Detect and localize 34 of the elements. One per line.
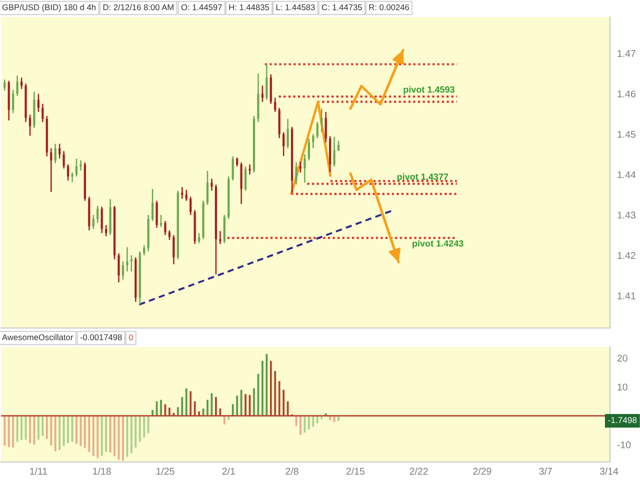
x-tick-label: 2/8: [286, 468, 298, 475]
text: O: 1.44597: [181, 4, 222, 10]
x-tick-label: 3/14: [600, 468, 618, 475]
text: D: 2/12/16 8:00 AM: [103, 4, 174, 10]
y-tick-label: 10: [618, 384, 628, 390]
y-tick-label: 20: [617, 354, 628, 362]
y-tick-label: 1.44: [618, 171, 636, 178]
text: H: 1.44835: [229, 4, 270, 10]
chart-title: GBP/USD (BID) 180 d 4h: [2, 4, 96, 12]
x-tick-label: 2/22: [410, 468, 428, 475]
chart-subtitle: -0.0017498: [80, 334, 122, 340]
text: L: 1.44583: [276, 4, 315, 10]
y-tick-label: 1.41: [618, 292, 636, 300]
annotation: pivot 1.4593: [404, 86, 454, 94]
text: C: 1.44735: [322, 4, 362, 10]
annotation: -1.7498: [608, 417, 637, 424]
x-tick-label: 1/11: [30, 468, 48, 475]
x-tick-label: 3/7: [539, 468, 552, 475]
y-tick-label: 1.46: [618, 90, 636, 98]
text: R: 0.00246: [369, 4, 410, 10]
y-tick-label: 1.45: [618, 130, 636, 138]
y-tick-label: 1.47: [618, 50, 636, 57]
x-tick-label: 2/15: [346, 468, 364, 475]
x-tick-label: 1/18: [93, 468, 111, 475]
y-tick-label: -10: [617, 441, 631, 448]
x-tick-label: 1/25: [156, 468, 174, 475]
ref-line-label: 0: [128, 334, 133, 340]
annotation: pivot 1.4243: [412, 240, 464, 248]
x-tick-label: 2/29: [473, 468, 492, 475]
chart-title: AwesomeOscillator: [2, 334, 74, 340]
x-tick-label: 2/1: [222, 468, 235, 475]
annotation: pivot 1.4377: [397, 173, 448, 182]
y-tick-label: 1.42: [618, 252, 636, 259]
y-tick-label: 1.43: [618, 212, 636, 219]
